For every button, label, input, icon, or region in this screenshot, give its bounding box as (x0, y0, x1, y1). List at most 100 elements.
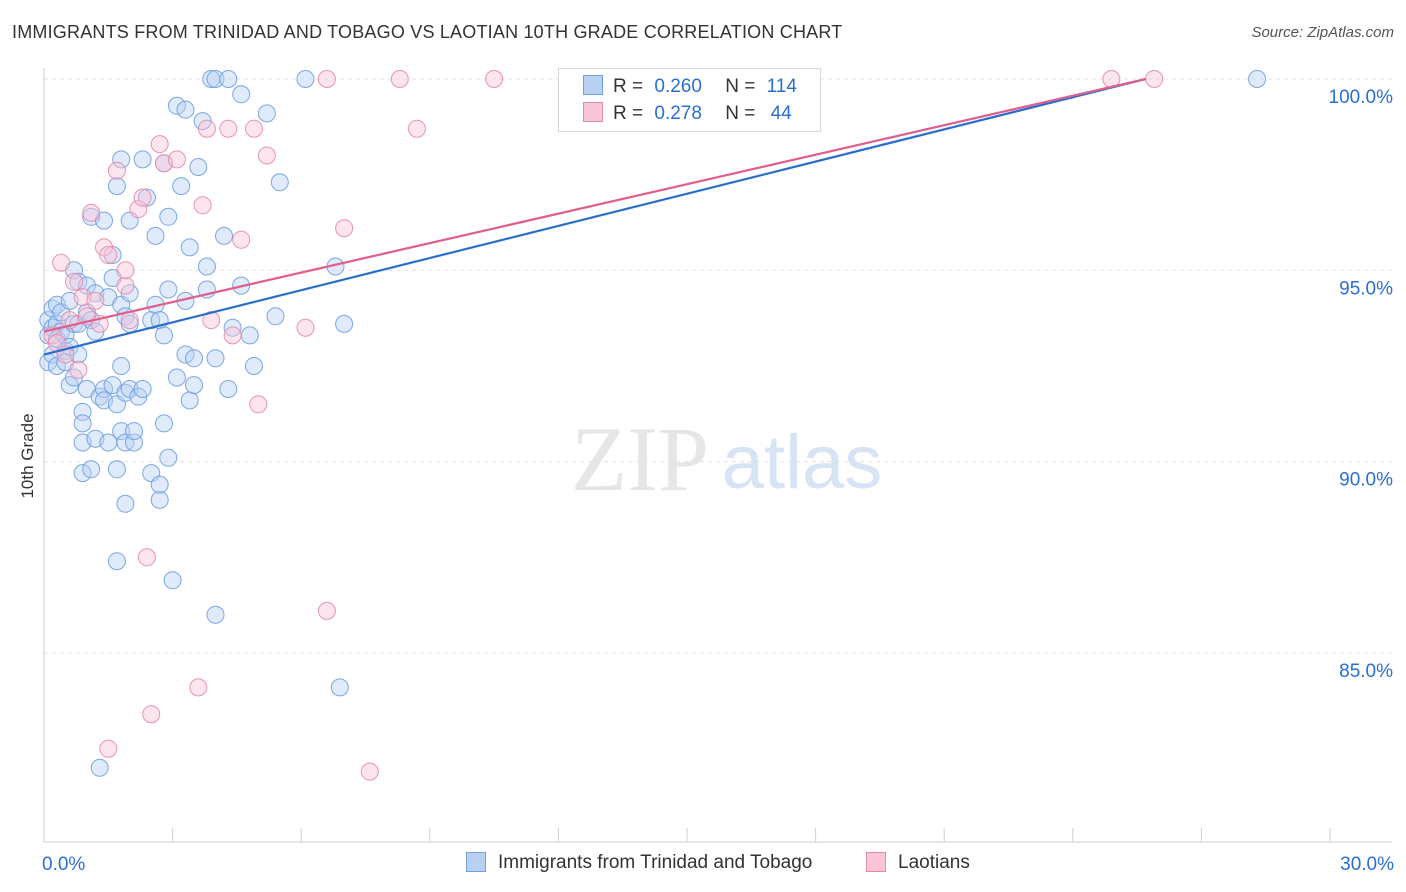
legend-n-label: N = (725, 76, 756, 97)
data-point (167, 96, 186, 115)
bottom-legend-trinidad: Immigrants from Trinidad and Tobago (466, 852, 812, 874)
axes (43, 68, 1392, 843)
x-tick-label: 0.0% (42, 854, 85, 875)
data-point (150, 490, 169, 509)
data-point (193, 196, 212, 215)
data-point (296, 70, 315, 88)
data-point (360, 762, 379, 781)
data-point (107, 161, 126, 180)
data-point (206, 70, 225, 88)
data-point (82, 203, 101, 222)
data-point (163, 571, 182, 590)
trend-line-laotians (43, 77, 1146, 333)
legend-swatch-trinidad (583, 75, 603, 95)
x-tick-label: 30.0% (1340, 854, 1394, 875)
data-point (185, 376, 203, 395)
trend-line-trinidad (43, 77, 1146, 356)
data-point (99, 739, 118, 758)
data-point (219, 380, 238, 398)
data-point (125, 422, 143, 441)
data-point (116, 276, 135, 295)
data-point (159, 280, 178, 299)
data-point (257, 146, 276, 165)
data-point (249, 395, 268, 414)
data-point (317, 601, 336, 620)
data-point (335, 314, 354, 333)
bottom-legend-swatch-trinidad (466, 852, 486, 872)
stats-legend: R = 0.260 N = 114 R = 0.278 N = 44 (558, 68, 821, 132)
bottom-legend-laotians: Laotians (866, 852, 970, 874)
y-tick-label: 95.0% (1339, 278, 1393, 299)
data-point (116, 261, 135, 280)
legend-r-value: 0.260 (654, 76, 702, 97)
legend-n-label: N = (725, 103, 756, 124)
legend-row-laotians: R = 0.278 N = 44 (583, 102, 792, 126)
data-point (197, 257, 216, 276)
data-point (112, 357, 131, 375)
data-point (240, 326, 259, 345)
data-point (172, 177, 191, 196)
data-point (129, 200, 148, 219)
watermark-atlas: atlas (722, 420, 883, 505)
legend-row-trinidad: R = 0.260 N = 114 (583, 75, 797, 99)
data-point (176, 100, 195, 119)
data-point (73, 464, 92, 483)
data-point (245, 357, 263, 375)
y-tick-label: 90.0% (1339, 470, 1393, 491)
data-point (219, 119, 238, 138)
data-point (107, 460, 126, 479)
data-point (65, 272, 83, 291)
data-point (52, 253, 71, 272)
data-point (180, 391, 199, 410)
data-point (133, 380, 152, 398)
data-point (1145, 70, 1164, 88)
legend-r-label: R = (613, 103, 644, 124)
bottom-legend-swatch-laotians (866, 852, 886, 872)
data-point (86, 291, 105, 310)
data-point (116, 494, 135, 513)
data-point (257, 104, 276, 123)
data-point (146, 226, 165, 245)
data-point (159, 207, 178, 226)
data-point (112, 150, 131, 169)
data-point (232, 85, 251, 104)
data-point (167, 368, 186, 387)
legend-swatch-laotians (583, 102, 603, 122)
data-point (390, 70, 409, 88)
data-point (232, 230, 251, 249)
legend-n-value: 114 (766, 76, 797, 97)
data-points (39, 70, 1267, 781)
data-point (180, 238, 199, 257)
data-point (223, 326, 242, 345)
data-point (197, 119, 216, 138)
data-point (69, 360, 88, 379)
data-point (142, 705, 161, 724)
data-point (270, 173, 289, 192)
legend-n-value: 44 (770, 103, 792, 124)
data-point (99, 246, 118, 264)
data-point (90, 758, 109, 777)
y-tick-label: 100.0% (1329, 87, 1394, 108)
data-point (1248, 70, 1267, 88)
trend-lines (43, 77, 1146, 356)
data-point (159, 448, 178, 467)
data-point (133, 150, 152, 169)
data-point (107, 552, 126, 571)
y-tick-label: 85.0% (1339, 661, 1393, 682)
data-point (112, 422, 131, 441)
data-point (137, 548, 156, 567)
data-point (335, 219, 354, 238)
bottom-legend-label-trinidad: Immigrants from Trinidad and Tobago (498, 852, 813, 873)
data-point (82, 460, 101, 479)
data-point (155, 326, 173, 345)
legend-r-value: 0.278 (654, 103, 702, 124)
data-point (189, 158, 208, 176)
data-point (215, 226, 233, 245)
legend-r-label: R = (613, 76, 644, 97)
watermark-zip: ZIP (571, 408, 709, 510)
data-point (330, 678, 349, 697)
chart-title: IMMIGRANTS FROM TRINIDAD AND TOBAGO VS L… (12, 22, 843, 42)
data-point (266, 307, 285, 326)
data-point (150, 135, 169, 154)
